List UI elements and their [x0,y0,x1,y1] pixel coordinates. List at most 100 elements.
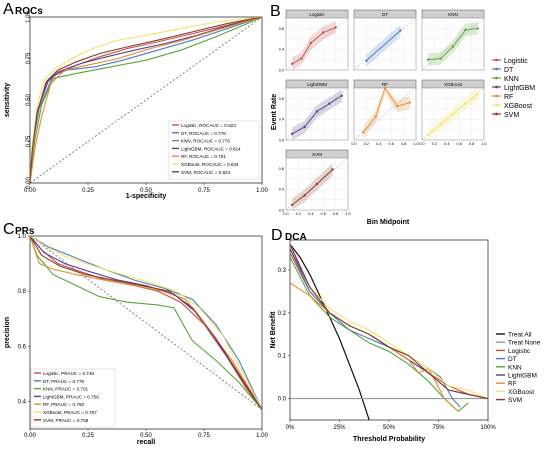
x-tick-label: 0.75 [198,188,210,194]
calibration-facet-lightgbm: LightGBM 0.0 0.4 0.8 [279,79,349,143]
x-tick-label: 0.2 [296,212,301,216]
calibration-facet-logistic: Logistic 0.0 0.4 0.8 [279,9,349,73]
legend-marker [495,85,498,89]
y-axis-title: sensitivity [4,83,11,117]
y-tick-label: 0.0 [279,209,284,213]
calibration-point [340,94,343,98]
y-tick-label: 0.2 [278,311,287,317]
legend-marker [495,112,498,116]
panel-letter: C [3,221,15,238]
legend-marker [495,103,498,107]
dca-curve-knn [290,256,469,413]
x-axis-title: Threshold Probability [353,436,425,443]
y-axis-title: Net Benefit [270,311,277,349]
legend-marker [495,58,498,62]
calibration-point [303,125,306,129]
calibration-facet-svm: SVM 0.0 0.4 0.8 0.0 0.2 0.4 0.6 0.8 1.0 [279,149,351,216]
roc-panel: A ROCs 0.00 0.25 0.50 0.75 1.00 0.00 0.25 0.50 0.7… [3,1,268,200]
y-tick-label: 0.8 [279,167,284,171]
roc-curve-rf [29,16,263,184]
legend-label: DT, ROCAUC = 0.776 [181,131,226,136]
facet-title: Logistic [309,12,325,17]
legend-label: LightGBM [504,85,535,92]
legend-label: DT [504,67,514,74]
legend-label: Treat None [508,340,541,347]
dca-curve-dt [290,248,461,408]
calibration-facet-xgboost: XGBoost 0.0 0.2 0.4 0.6 0.8 1.0 [419,79,487,146]
calibration-point [328,102,331,105]
panel-letter: A [3,1,14,18]
calibration-point [399,29,402,32]
legend-label: XGBoost, PRAUC = 0.767 [43,410,97,415]
x-axis-title: recall [137,439,155,446]
y-tick-label: 0.4 [18,399,27,405]
x-tick-label: 0.50 [140,188,152,194]
facet-title: LightGBM [307,82,327,87]
legend-label: SVM [508,397,522,404]
legend-label: SVM, ROCAUC = 0.824 [181,170,231,175]
y-tick-label: 1.0 [18,234,27,240]
roc-curve-xgboost [29,16,263,184]
y-tick-label: 0.75 [26,52,32,64]
y-tick-label: 0.0 [278,397,287,403]
legend-label: LightGBM, ROCAUC = 0.814 [181,146,241,151]
x-tick-label: 25% [333,425,346,431]
panel-letter: D [271,227,283,244]
panel-title: DCA [285,232,307,243]
confidence-ribbon [292,163,333,210]
calibration-line [291,169,333,206]
calibration-point [291,132,294,135]
facet-title: DT [382,12,388,17]
pr-curve-xgboost [29,235,263,410]
calibration-point [374,115,377,118]
calibration-facet-knn: KNN [421,9,485,71]
y-tick-label: 0.8 [18,289,27,295]
legend-label: RF, ROCAUC = 0.791 [181,154,226,159]
panel-title: PRs [15,226,35,237]
x-tick-label: 0.2 [432,142,437,146]
x-axis-title: Bin Midpoint [367,219,410,226]
y-tick-label: 0.8 [279,27,284,31]
calibration-point [464,28,467,32]
panel-letter: B [270,3,281,20]
legend-label: Logistic, ROCAUC = 0.823 [181,123,236,128]
legend-label: SVM, PRAUC = 0.758 [43,418,89,423]
y-axis-title: precision [4,317,11,348]
legend-label: Logistic [508,348,531,355]
y-tick-label: 0.8 [279,97,284,101]
x-tick-label: 0.4 [444,142,449,146]
y-tick-label: 0.25 [26,135,32,147]
legend-label: Logistic [504,58,528,65]
facet-title: XGBoost [444,82,463,87]
legend-label: XGBoost [508,389,534,396]
roc-curve-dt [29,16,263,184]
legend-label: RF [508,381,517,388]
legend-label: DT, PRAUC = 0.778 [43,379,84,384]
legend-marker [495,76,498,80]
dca-curve-logistic [290,252,488,400]
calibration-point [464,102,467,105]
dca-curve-lightgbm [290,248,488,400]
calibration-point [309,41,312,45]
x-tick-label: 1.0 [345,212,350,216]
legend-label: RF, PRAUC = 0.750 [43,402,84,407]
x-tick-label: 0.8 [469,142,474,146]
x-tick-label: 0.2 [364,142,369,146]
x-tick-label: 0.0 [283,212,288,216]
calibration-facet-dt: DT [353,9,417,71]
confidence-ribbon [363,88,410,139]
x-tick-label: 0.25 [82,188,94,194]
calibration-point [334,26,337,29]
x-tick-label: 0.0 [351,142,356,146]
x-tick-label: 1.00 [256,188,268,194]
calibration-point [322,31,325,34]
confidence-ribbon [292,21,336,71]
legend-marker [495,67,498,71]
pr-panel: C PRs 0.00 0.25 0.50 0.75 1.00 0.4 0.6 0.8 1.0 reca… [3,221,268,446]
x-tick-label: 0.8 [333,212,338,216]
dca-curves [290,243,488,420]
x-tick-label: 0.8 [401,142,406,146]
calibration-point [396,105,399,108]
y-tick-label: 1.00 [26,11,32,23]
dca-curve-xgboost [290,244,488,400]
